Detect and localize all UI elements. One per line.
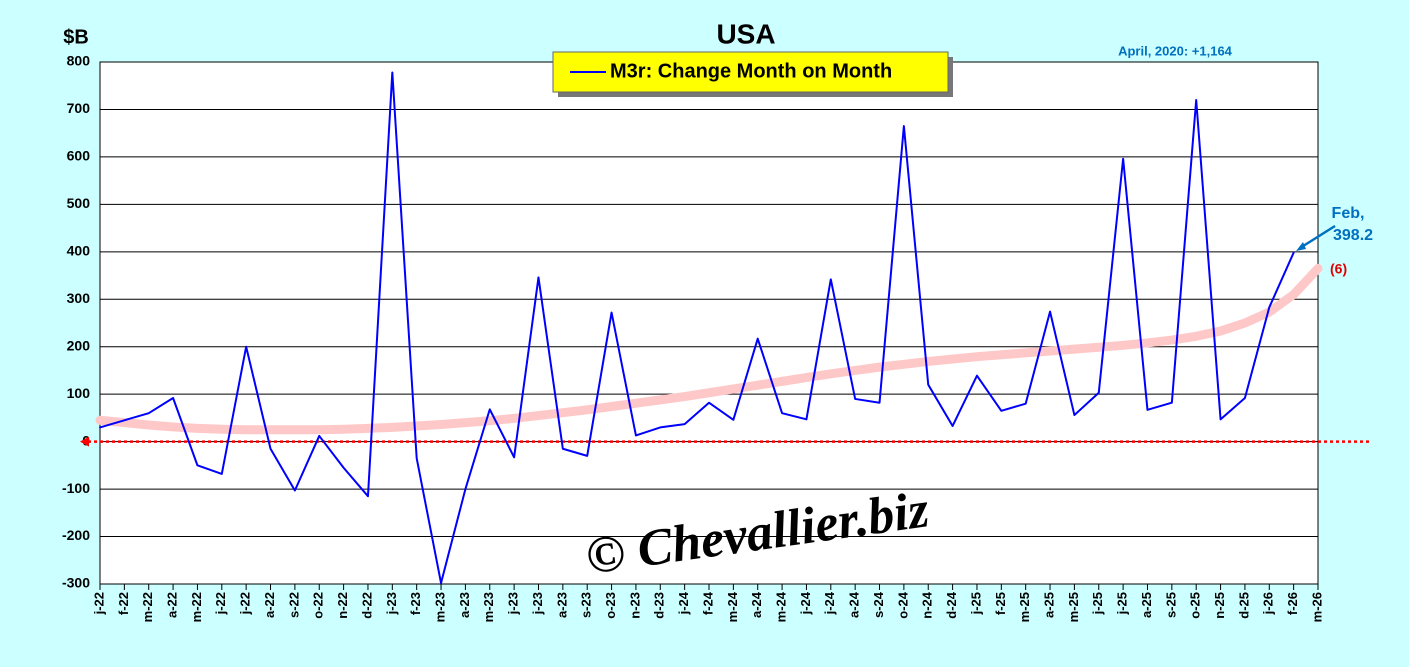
x-tick-label: a-25: [1041, 592, 1056, 618]
legend: M3r: Change Month on Month: [552, 51, 953, 97]
chart-title: USA: [716, 18, 775, 49]
x-tick-label: j-25: [968, 592, 983, 615]
y-tick-label: 700: [67, 100, 91, 116]
x-tick-label: j-24: [822, 591, 837, 615]
annotation: April, 2020: +1,164: [1118, 43, 1233, 58]
x-tick-label: j-25: [1090, 592, 1105, 615]
y-tick-label: 300: [67, 290, 91, 306]
x-tick-label: o-25: [1188, 592, 1203, 619]
y-tick-label: 400: [67, 243, 91, 259]
x-tick-label: f-26: [1285, 592, 1300, 615]
x-tick-label: a-24: [749, 591, 764, 618]
x-tick-label: j-22: [238, 592, 253, 615]
x-tick-label: s-23: [579, 592, 594, 618]
data-label: 398.2: [1333, 227, 1373, 244]
x-tick-label: m-25: [1017, 592, 1032, 622]
plot-area: [99, 61, 1319, 585]
y-tick-label: -300: [62, 575, 90, 591]
y-tick-label: 600: [67, 148, 91, 164]
y-tick-label: 200: [67, 337, 91, 353]
y-tick-label: 500: [67, 195, 91, 211]
x-tick-label: j-25: [1115, 592, 1130, 615]
x-tick-label: d-23: [652, 592, 667, 619]
x-tick-label: d-25: [1236, 592, 1251, 619]
trend-line: [95, 263, 1323, 435]
trend-label: (6): [1330, 261, 1347, 277]
x-tick-label: m-23: [432, 592, 447, 622]
x-tick-label: d-22: [359, 592, 374, 619]
x-tick-label: m-24: [725, 591, 740, 622]
zero-arrow: [80, 436, 89, 447]
x-tick-label: j-24: [798, 591, 813, 615]
x-tick-label: d-24: [944, 591, 959, 619]
x-tick-label: o-23: [603, 592, 618, 619]
x-tick-label: m-22: [189, 592, 204, 622]
x-tick-label: j-22: [91, 592, 106, 615]
x-tick-label: s-25: [1163, 592, 1178, 618]
x-tick-label: a-23: [457, 592, 472, 618]
x-tick-label: o-22: [311, 592, 326, 619]
x-tick-label: a-25: [1139, 592, 1154, 618]
x-tick-label: f-24: [700, 591, 715, 615]
x-tick-label: j-23: [506, 592, 521, 615]
x-tick-label: m-24: [774, 591, 789, 622]
x-tick-label: j-23: [384, 592, 399, 615]
x-tick-label: a-22: [165, 592, 180, 618]
x-tick-label: m-23: [481, 592, 496, 622]
y-tick-label: 800: [67, 53, 91, 69]
legend-label: M3r: Change Month on Month: [610, 60, 892, 82]
x-tick-label: a-24: [847, 591, 862, 618]
x-tick-label: j-24: [676, 591, 691, 615]
x-tick-label: m-26: [1309, 592, 1324, 622]
x-tick-label: a-23: [554, 592, 569, 618]
x-tick-label: n-24: [920, 591, 935, 619]
x-tick-label: j-23: [530, 592, 545, 615]
x-tick-label: f-22: [116, 592, 131, 615]
data-line: [99, 71, 1295, 585]
annotation-arrow: [1299, 224, 1336, 250]
legend-box: [552, 51, 949, 93]
x-tick-label: m-25: [1066, 592, 1081, 622]
y-tick-label: -100: [62, 480, 90, 496]
y-tick-label: 100: [67, 385, 91, 401]
x-tick-label: o-24: [895, 591, 910, 619]
x-tick-label: f-25: [993, 592, 1008, 615]
x-tick-label: f-23: [408, 592, 423, 615]
x-tick-label: n-23: [627, 592, 642, 619]
x-tick-label: n-25: [1212, 592, 1227, 619]
x-tick-label: s-22: [286, 592, 301, 618]
y-axis-label: $B: [63, 26, 89, 48]
annotation-arrowhead: [1296, 242, 1306, 251]
x-tick-label: a-22: [262, 592, 277, 618]
x-tick-label: j-26: [1261, 592, 1276, 615]
x-tick-label: j-22: [213, 592, 228, 615]
y-tick-label: -200: [62, 527, 90, 543]
annotation: Feb,: [1332, 205, 1365, 222]
x-tick-label: m-22: [140, 592, 155, 622]
x-tick-label: n-22: [335, 592, 350, 619]
x-tick-label: s-24: [871, 591, 886, 618]
